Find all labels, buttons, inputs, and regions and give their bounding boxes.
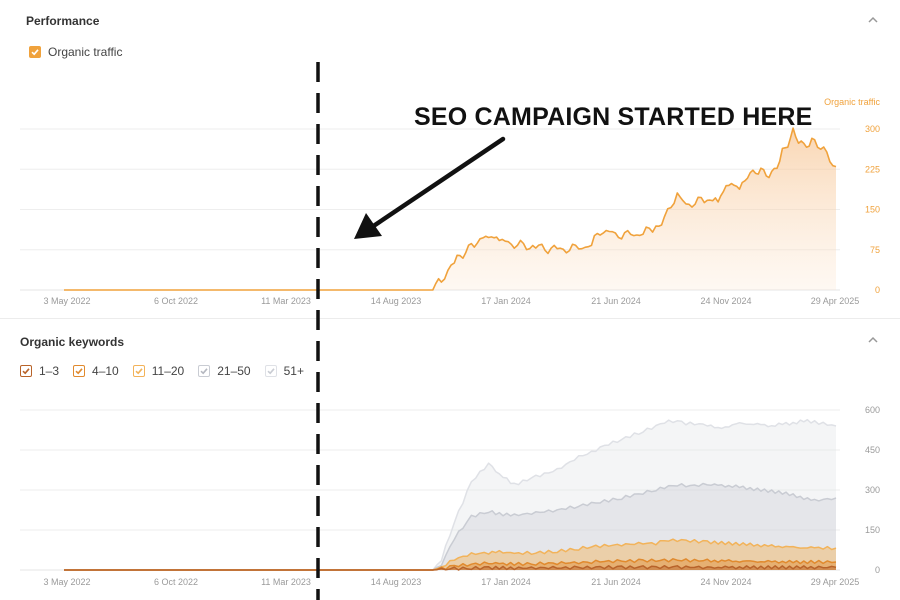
- performance-title: Performance: [26, 14, 100, 28]
- annotation-text: SEO CAMPAIGN STARTED HERE: [414, 103, 813, 131]
- keywords-y-tick-label: 300: [865, 485, 880, 495]
- keywords-line-1-3: [64, 564, 837, 571]
- keywords-x-tick-label: 17 Jan 2024: [481, 577, 531, 587]
- keywords-y-tick-label: 600: [865, 405, 880, 415]
- keywords-y-tick-label: 450: [865, 445, 880, 455]
- traffic-y-tick-label: 300: [865, 124, 880, 134]
- check-icon: [31, 49, 39, 56]
- traffic-x-tick-label: 24 Nov 2024: [700, 296, 751, 306]
- traffic-x-tick-label: 17 Jan 2024: [481, 296, 531, 306]
- checkbox-4-10[interactable]: [73, 365, 86, 377]
- keywords-legend: 1–3 4–10 11–20 21–50 51+: [20, 364, 318, 378]
- organic-traffic-line: [64, 127, 837, 291]
- legend-item-organic-traffic[interactable]: Organic traffic: [29, 45, 122, 59]
- annotation-arrow-head: [354, 213, 382, 239]
- keywords-x-tick-label: 11 Mar 2023: [261, 577, 311, 587]
- legend-item-21-50[interactable]: 21–50: [198, 364, 251, 378]
- checkbox-1-3[interactable]: [20, 365, 32, 377]
- legend-item-11-20[interactable]: 11–20: [132, 364, 185, 378]
- keywords-area-21-50: [64, 483, 836, 570]
- organic-traffic-chart: 0 75 150 225 300 3 May 2022 6 Oct 2022 11 Mar …: [20, 97, 880, 306]
- legend-label-51-plus: 51+: [283, 364, 304, 378]
- keywords-x-ticks: 3 May 2022 6 Oct 2022 11 Mar 2023 14 Aug 20…: [43, 577, 859, 587]
- legend-item-1-3[interactable]: 1–3: [20, 364, 59, 378]
- check-icon: [75, 368, 83, 375]
- keywords-areas: [64, 418, 837, 571]
- traffic-x-tick-label: 14 Aug 2023: [371, 296, 422, 306]
- traffic-legend: Organic traffic: [29, 45, 136, 59]
- organic-traffic-area: [64, 128, 836, 290]
- traffic-x-tick-label: 3 May 2022: [43, 296, 90, 306]
- traffic-y-tick-label: 0: [875, 285, 880, 295]
- legend-item-4-10[interactable]: 4–10: [73, 364, 119, 378]
- keywords-area-11-20: [64, 539, 836, 570]
- check-icon: [267, 368, 275, 375]
- traffic-y-ticks: 0 75 150 225 300: [865, 124, 880, 295]
- keywords-y-ticks: 0 150 300 450 600: [865, 405, 880, 575]
- section-divider: [0, 318, 900, 319]
- checkbox-51-plus[interactable]: [264, 365, 277, 377]
- legend-label-organic-traffic: Organic traffic: [48, 45, 123, 59]
- keywords-title: Organic keywords: [20, 335, 125, 349]
- traffic-x-tick-label: 21 Jun 2024: [591, 296, 641, 306]
- traffic-y-tick-label: 75: [870, 245, 880, 255]
- chevron-up-icon[interactable]: [866, 13, 880, 27]
- traffic-x-tick-label: 11 Mar 2023: [261, 296, 311, 306]
- keywords-area-4-10: [64, 558, 836, 570]
- legend-label-1-3: 1–3: [39, 364, 60, 378]
- traffic-y-tick-label: 225: [865, 164, 880, 174]
- traffic-x-ticks: 3 May 2022 6 Oct 2022 11 Mar 2023 14 Aug 20…: [43, 296, 859, 306]
- traffic-x-tick-label: 29 Apr 2025: [811, 296, 860, 306]
- checkbox-organic-traffic[interactable]: [29, 46, 41, 58]
- legend-label-11-20: 11–20: [151, 364, 185, 378]
- traffic-x-tick-label: 6 Oct 2022: [154, 296, 198, 306]
- keywords-x-tick-label: 24 Nov 2024: [700, 577, 751, 587]
- keywords-x-tick-label: 3 May 2022: [43, 577, 90, 587]
- check-icon: [22, 368, 30, 375]
- traffic-y-tick-label: 150: [865, 205, 880, 215]
- keywords-area-51-: [64, 419, 836, 570]
- legend-label-4-10: 4–10: [92, 364, 119, 378]
- keywords-y-tick-label: 0: [875, 565, 880, 575]
- checkbox-11-20[interactable]: [132, 365, 145, 377]
- checkbox-21-50[interactable]: [198, 365, 211, 377]
- keywords-x-tick-label: 21 Jun 2024: [591, 577, 641, 587]
- keywords-x-tick-label: 14 Aug 2023: [371, 577, 422, 587]
- legend-item-51-plus[interactable]: 51+: [264, 364, 304, 378]
- keywords-y-tick-label: 150: [865, 525, 880, 535]
- check-icon: [200, 368, 208, 375]
- annotation-arrow-shaft: [369, 136, 506, 230]
- keywords-x-tick-label: 6 Oct 2022: [154, 577, 198, 587]
- check-icon: [135, 368, 143, 375]
- traffic-axis-label: Organic traffic: [824, 97, 880, 107]
- keywords-x-tick-label: 29 Apr 2025: [811, 577, 860, 587]
- chevron-up-icon[interactable]: [866, 333, 880, 347]
- keywords-area-1-3: [64, 565, 836, 570]
- legend-label-21-50: 21–50: [217, 364, 251, 378]
